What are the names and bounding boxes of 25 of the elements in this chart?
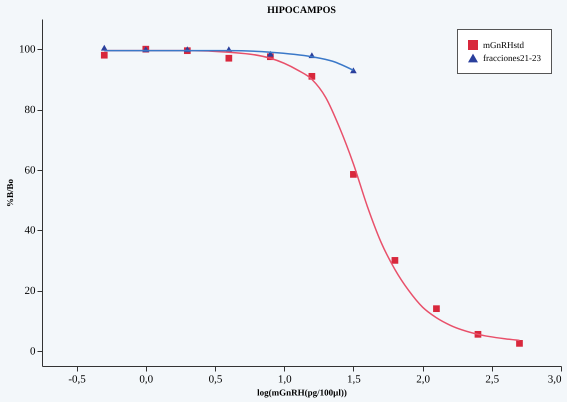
y-tick-label: 0: [30, 345, 36, 358]
point: [225, 54, 232, 62]
point: [392, 257, 398, 264]
y-tick-label: 60: [24, 164, 36, 176]
y-axis-title: %B/Bo: [5, 178, 15, 208]
point: [100, 44, 108, 51]
x-tick-label: 0,0: [139, 374, 154, 386]
point: [433, 305, 440, 312]
x-axis-title: log(mGnRH(pg/100µl)): [257, 388, 347, 398]
y-tick-label: 40: [24, 224, 36, 237]
legend-label: fracciones21-23: [483, 53, 542, 63]
x-tick-label: 1,5: [347, 374, 362, 386]
point: [100, 52, 108, 59]
x-tick-label: -0,5: [68, 374, 86, 386]
y-tick-label: 80: [24, 104, 36, 116]
point: [516, 340, 523, 347]
y-tick-label: 100: [19, 44, 36, 56]
x-tick-label: 0,5: [208, 374, 223, 386]
x-tick-label: 2,0: [416, 374, 430, 386]
x-tick-label: 1,0: [278, 374, 292, 386]
legend-label: mGnRHstd: [483, 40, 525, 50]
x-tick-label: 3,0: [548, 374, 562, 386]
chart-title: HIPOCAMPOS: [267, 5, 336, 16]
x-tick-label: 2,5: [485, 374, 500, 386]
y-tick-label: 20: [24, 285, 36, 298]
